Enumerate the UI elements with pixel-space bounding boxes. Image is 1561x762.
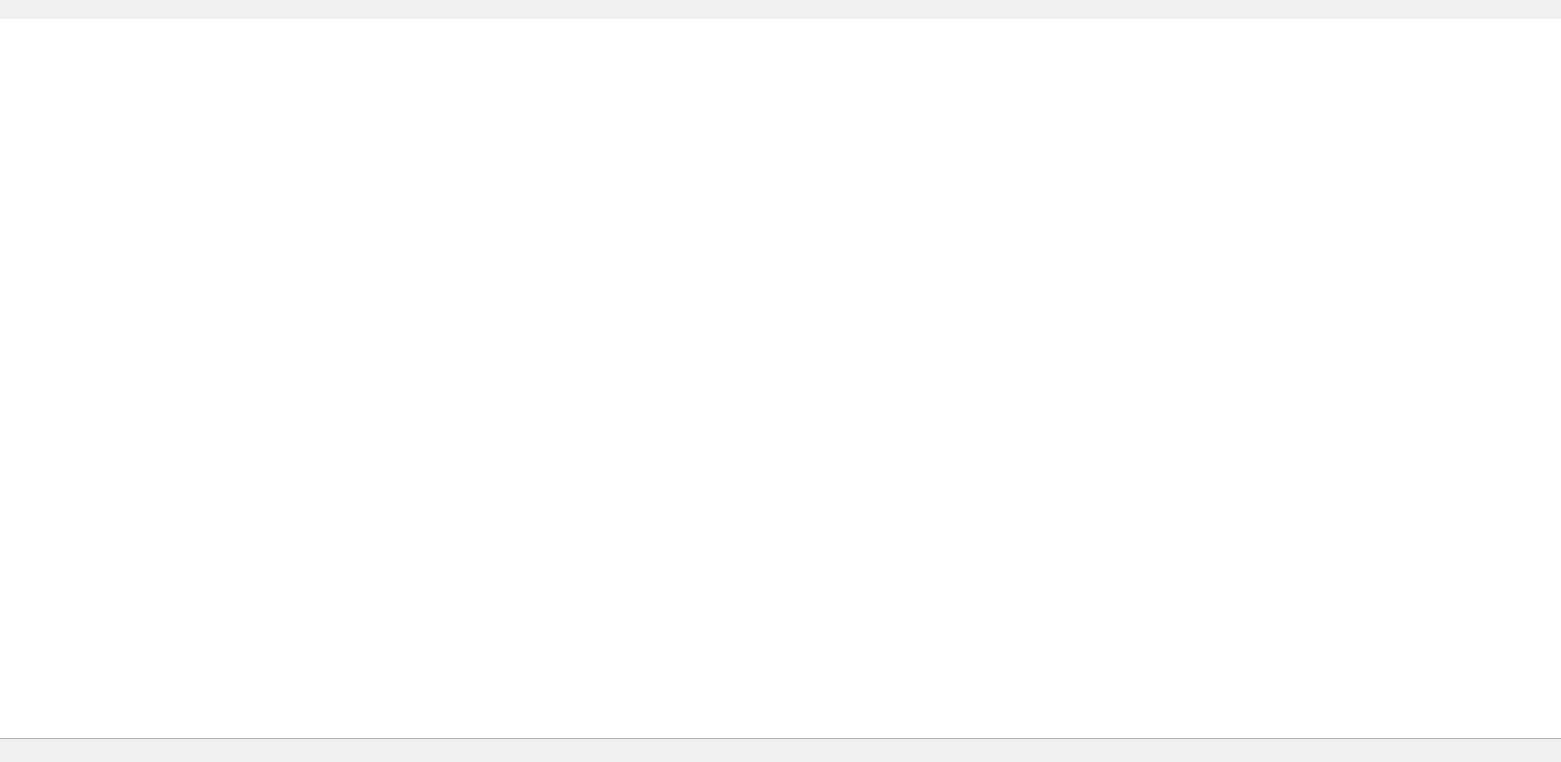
symbol-tabbar: [0, 738, 1561, 762]
chart-title: [7, 23, 49, 35]
chart-window: [0, 19, 1561, 738]
price-chart-svg[interactable]: [0, 19, 1561, 738]
timeframe-toolbar: [0, 0, 1561, 20]
